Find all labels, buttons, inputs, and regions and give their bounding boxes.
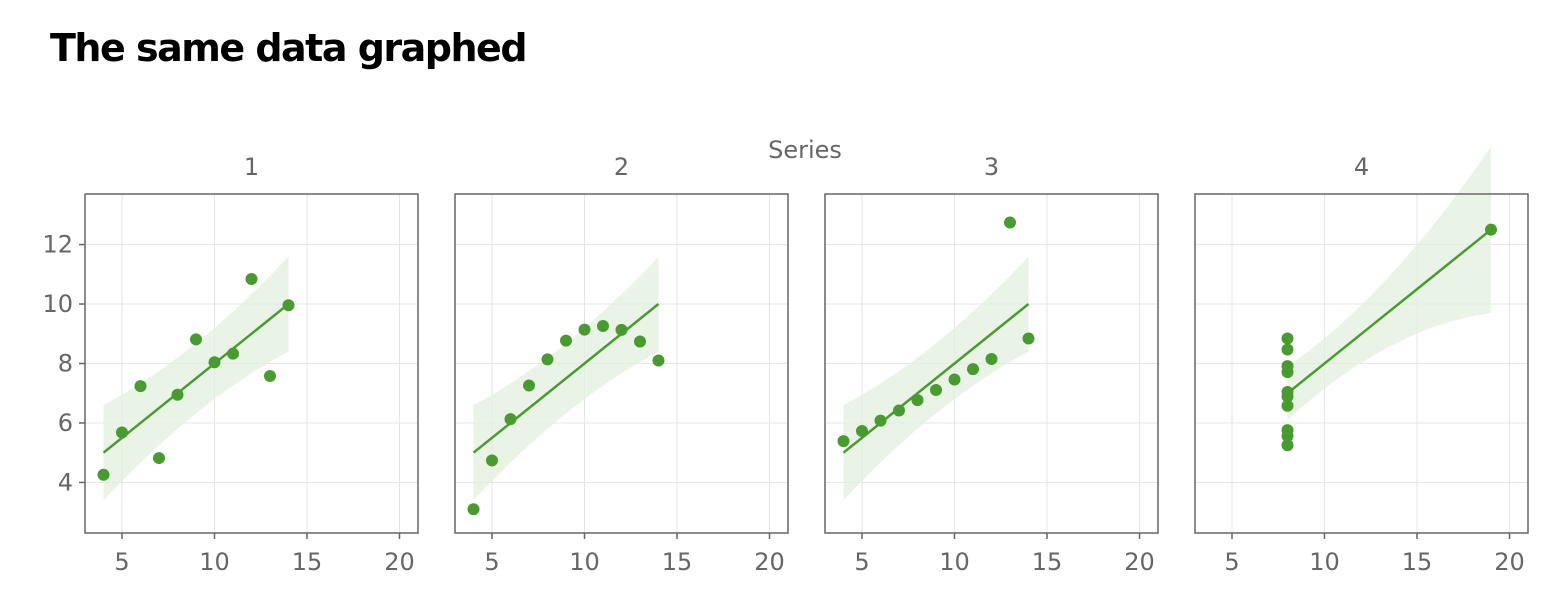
data-point	[1281, 430, 1294, 443]
panel-label: 3	[984, 153, 999, 181]
x-tick-label: 15	[1032, 548, 1063, 576]
regression-line	[842, 303, 1030, 454]
data-point	[948, 373, 961, 386]
regression-line	[1286, 228, 1492, 395]
panel-label: 4	[1354, 153, 1369, 181]
confidence-band	[1287, 146, 1491, 420]
data-point	[97, 468, 110, 481]
x-tick-label: 15	[1402, 548, 1433, 576]
data-point	[504, 413, 517, 426]
data-point	[578, 323, 591, 336]
x-tick-label: 5	[484, 548, 499, 576]
data-point	[985, 353, 998, 366]
data-point	[264, 369, 276, 382]
data-point	[1281, 439, 1294, 452]
x-tick-label: 10	[939, 548, 970, 576]
data-point	[282, 299, 295, 312]
panel-frame	[1194, 193, 1529, 534]
data-point	[208, 356, 221, 369]
data-point	[930, 383, 942, 396]
y-tick-label: 12	[42, 231, 73, 259]
y-tick-label: 6	[58, 409, 73, 437]
data-point	[1281, 390, 1294, 403]
x-tick-label: 5	[1224, 548, 1239, 576]
data-point	[856, 425, 868, 438]
data-point	[116, 426, 128, 439]
data-point	[837, 435, 850, 448]
data-point	[1485, 223, 1497, 236]
data-point	[171, 388, 184, 401]
x-tick-label: 15	[292, 548, 323, 576]
regression-line	[472, 303, 660, 454]
y-tick-label: 10	[42, 290, 73, 318]
data-point	[1004, 216, 1016, 229]
regression-line	[102, 303, 290, 454]
facet-panel-4: 4 5 10 15 20	[1194, 146, 1529, 576]
x-tick-label: 20	[1494, 548, 1525, 576]
x-tick-label: 20	[384, 548, 415, 576]
panel-frame	[454, 193, 789, 534]
data-point	[911, 394, 924, 407]
data-point	[467, 503, 480, 516]
data-point	[560, 334, 572, 347]
x-tick-label: 20	[754, 548, 785, 576]
x-tick-label: 5	[854, 548, 869, 576]
panel-label: 2	[614, 153, 629, 181]
x-tick-label: 10	[569, 548, 600, 576]
x-tick-label: 10	[199, 548, 230, 576]
x-tick-label: 10	[1309, 548, 1340, 576]
data-point	[893, 404, 905, 417]
panel-frame	[824, 193, 1159, 534]
data-point	[597, 320, 609, 333]
x-tick-label: 15	[662, 548, 693, 576]
facet-panel-3: 3 5 10 15 20	[824, 153, 1159, 576]
data-point	[967, 363, 979, 376]
data-point	[1281, 360, 1294, 373]
panel-label: 1	[244, 153, 259, 181]
y-tick-label: 4	[58, 468, 73, 496]
data-point	[1281, 399, 1294, 412]
data-point	[615, 323, 628, 336]
data-point	[153, 452, 165, 465]
page-title: The same data graphed	[50, 26, 528, 70]
x-tick-label: 20	[1124, 548, 1155, 576]
data-point	[1281, 332, 1294, 345]
y-tick-label: 8	[58, 350, 73, 378]
facet-panel-2: 2 5 10 15 20	[454, 153, 789, 576]
data-point	[486, 454, 498, 467]
data-point	[541, 353, 554, 366]
data-point	[1281, 343, 1294, 356]
data-point	[227, 347, 239, 360]
data-point	[634, 335, 646, 348]
data-point	[874, 414, 887, 427]
facet-title: Series	[768, 136, 842, 164]
data-point	[190, 333, 202, 346]
data-point	[134, 380, 147, 393]
data-point	[523, 379, 535, 392]
data-point	[245, 273, 258, 286]
data-point	[652, 354, 665, 367]
x-tick-label: 5	[114, 548, 129, 576]
data-point	[1022, 332, 1035, 345]
